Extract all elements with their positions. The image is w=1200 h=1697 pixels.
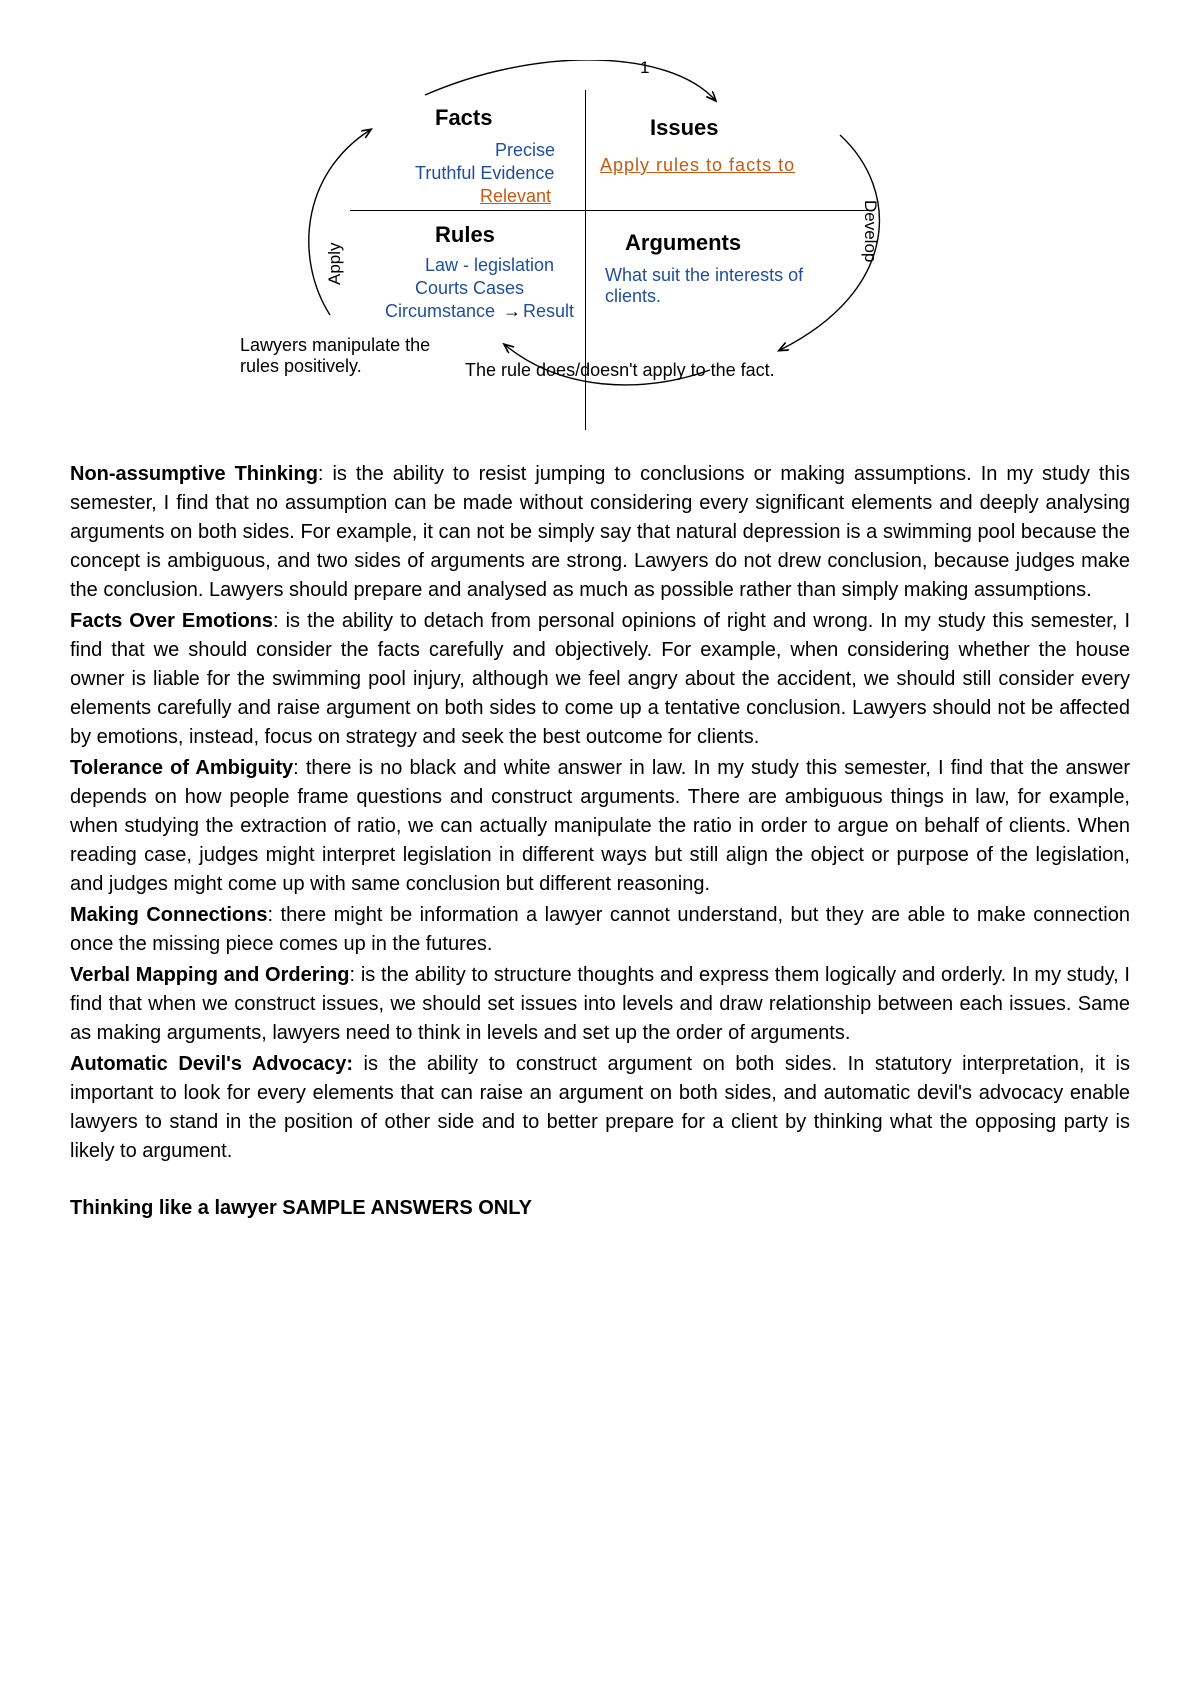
para-title-2: Tolerance of Ambiguity [70,757,293,779]
facts-line-1: Precise [495,140,555,161]
note-bottom: The rule does/doesn't apply to the fact. [465,360,775,381]
issues-link[interactable]: Apply rules to facts to [600,155,795,176]
para-title-1: Facts Over Emotions [70,610,273,632]
para-verbal-mapping: Verbal Mapping and Ordering: is the abil… [70,961,1130,1048]
para-sep-3: : [267,904,280,926]
para-sep-5 [353,1053,364,1075]
apply-label: Apply [325,242,345,285]
facts-title: Facts [435,105,492,131]
facts-line-2: Truthful Evidence [415,163,554,184]
issues-title: Issues [650,115,719,141]
horizontal-divider [350,210,870,211]
body-text: Non-assumptive Thinking: is the ability … [70,460,1130,1223]
arguments-text: What suit the interests of clients. [605,265,805,307]
rules-result: Result [523,301,574,322]
para-tolerance-ambiguity: Tolerance of Ambiguity: there is no blac… [70,754,1130,899]
arguments-title: Arguments [625,230,741,256]
rules-line-1: Law - legislation [425,255,554,276]
note-left: Lawyers manipulate the rules positively. [240,335,450,377]
develop-label: Develop [860,200,880,262]
para-sep-4: : [350,964,361,986]
para-sep-2: : [293,757,306,779]
para-devils-advocacy: Automatic Devil's Advocacy: is the abili… [70,1050,1130,1166]
footer-title: Thinking like a lawyer SAMPLE ANSWERS ON… [70,1194,1130,1223]
para-title-0: Non-assumptive Thinking [70,463,318,485]
rules-line-2: Courts Cases [415,278,524,299]
para-facts-over-emotions: Facts Over Emotions: is the ability to d… [70,607,1130,752]
rules-circumstance: Circumstance [385,301,495,322]
para-sep-1: : [273,610,286,632]
para-title-4: Verbal Mapping and Ordering [70,964,350,986]
para-making-connections: Making Connections: there might be infor… [70,901,1130,959]
rules-title: Rules [435,222,495,248]
facts-relevant-link[interactable]: Relevant [480,186,551,207]
para-title-3: Making Connections [70,904,267,926]
arrow-right-icon: → [503,301,521,322]
para-sep-0: : [318,463,333,485]
para-non-assumptive: Non-assumptive Thinking: is the ability … [70,460,1130,605]
para-title-5: Automatic Devil's Advocacy: [70,1053,353,1075]
page-number: 1 [640,58,649,78]
quadrant-diagram: 1 Facts Precise Truthful Evidence Releva… [240,60,960,420]
